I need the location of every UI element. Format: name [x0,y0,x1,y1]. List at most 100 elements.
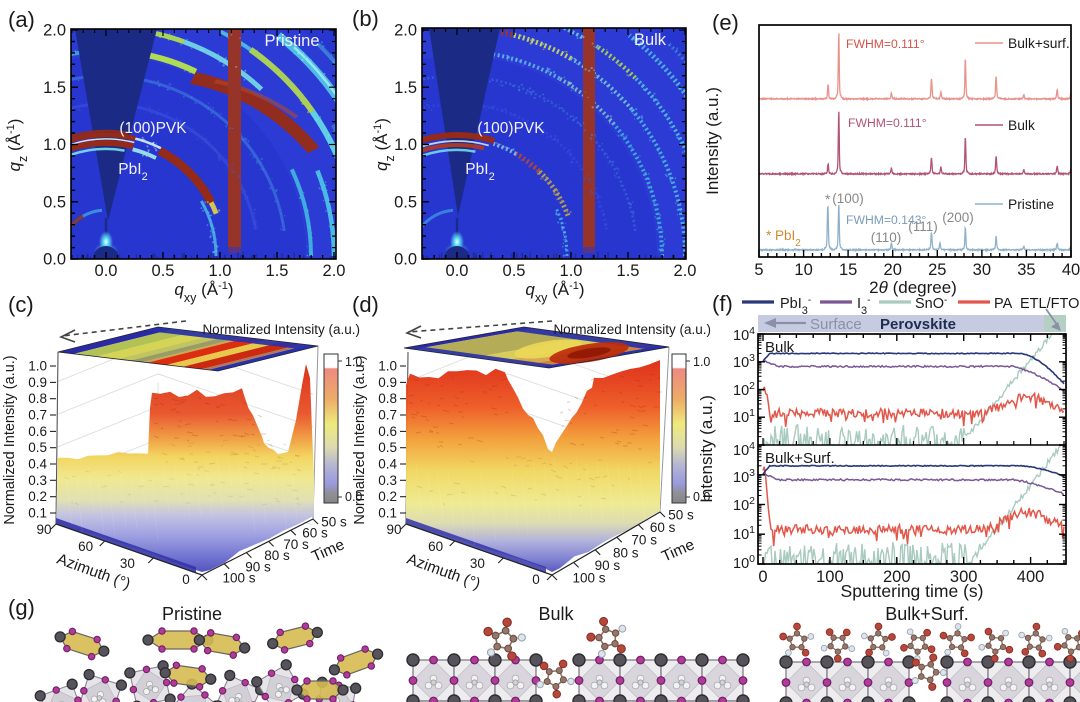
svg-text:Bulk: Bulk [634,31,667,49]
svg-text:1.5: 1.5 [394,79,417,97]
svg-text:5: 5 [754,261,763,279]
svg-text:Normalized Intensity (a.u.): Normalized Intensity (a.u.) [352,355,368,524]
svg-text:1.5: 1.5 [266,262,289,280]
svg-text:Pristine: Pristine [264,32,319,50]
svg-text:0.1: 0.1 [378,506,397,521]
svg-text:60: 60 [428,539,443,554]
svg-text:15: 15 [839,261,857,279]
svg-text:1.0: 1.0 [394,136,417,154]
svg-text:FWHM=0.111°: FWHM=0.111° [846,37,925,51]
svg-text:0.0: 0.0 [693,490,710,504]
svg-text:1.5: 1.5 [43,79,66,97]
svg-text:50 s: 50 s [321,515,347,530]
svg-text:2.0: 2.0 [323,262,346,280]
svg-text:40: 40 [1062,261,1080,279]
svg-text:0.5: 0.5 [152,262,175,280]
svg-text:0.9: 0.9 [28,375,47,390]
svg-text:90 s: 90 s [245,559,271,574]
svg-text:(c): (c) [8,292,34,317]
svg-text:1.0: 1.0 [560,262,583,280]
svg-text:0.5: 0.5 [378,440,397,455]
svg-text:70 s: 70 s [631,533,657,548]
svg-text:Pristine: Pristine [1008,197,1054,212]
svg-text:0: 0 [182,572,190,587]
svg-text:90: 90 [386,522,401,537]
svg-text:(f): (f) [712,291,733,316]
svg-text:70 s: 70 s [283,537,309,552]
svg-text:Bulk+Surf.: Bulk+Surf. [765,450,835,467]
svg-text:PbI2: PbI2 [118,161,147,183]
svg-text:Intensity (a.u.): Intensity (a.u.) [697,395,716,503]
svg-text:PA: PA [994,296,1013,312]
svg-text:Sputtering time (s): Sputtering time (s) [841,581,984,601]
svg-text:Perovskite: Perovskite [880,316,956,333]
svg-text:0: 0 [758,568,767,586]
svg-text:0.1: 0.1 [28,506,47,521]
svg-text:ETL/FTO: ETL/FTO [1020,296,1079,312]
svg-text:100 s: 100 s [222,571,255,586]
svg-text:2.0: 2.0 [43,22,66,40]
svg-text:(e): (e) [712,10,739,35]
svg-text:(100): (100) [832,191,864,206]
svg-text:2θ (degree): 2θ (degree) [869,278,957,297]
svg-text:200: 200 [883,568,911,586]
svg-text:Surface: Surface [810,316,862,333]
svg-text:35: 35 [1017,261,1035,279]
svg-text:0.9: 0.9 [378,375,397,390]
svg-text:1.0: 1.0 [43,136,66,154]
svg-text:60: 60 [78,539,93,554]
svg-text:0.7: 0.7 [378,408,397,423]
svg-text:80 s: 80 s [613,545,639,560]
svg-text:1.0: 1.0 [693,355,710,369]
svg-text:0.3: 0.3 [378,473,397,488]
svg-text:0.4: 0.4 [28,457,47,472]
svg-text:1.0: 1.0 [209,262,232,280]
svg-text:(b): (b) [352,6,379,31]
svg-text:PbI2: PbI2 [465,161,494,183]
svg-text:(110): (110) [871,230,902,245]
svg-text:Pristine: Pristine [162,604,222,624]
svg-text:50 s: 50 s [668,508,694,523]
svg-text:(200): (200) [942,210,974,225]
svg-text:0.5: 0.5 [503,262,526,280]
svg-text:0.6: 0.6 [378,424,397,439]
svg-text:Intensity (a.u.): Intensity (a.u.) [703,87,722,195]
svg-text:0.6: 0.6 [28,424,47,439]
svg-text:0.0: 0.0 [95,262,118,280]
svg-text:100: 100 [816,568,844,586]
svg-text:FWHM=0.111°: FWHM=0.111° [848,116,927,130]
svg-text:0.5: 0.5 [394,193,417,211]
svg-text:90 s: 90 s [595,558,621,573]
svg-text:0.2: 0.2 [28,489,47,504]
svg-text:Normalized Intensity (a.u.): Normalized Intensity (a.u.) [553,322,711,337]
svg-text:(d): (d) [352,292,379,317]
svg-text:30: 30 [470,556,485,571]
svg-text:Normalized Intensity (a.u.): Normalized Intensity (a.u.) [2,355,18,524]
svg-text:10: 10 [794,261,812,279]
svg-text:30: 30 [120,556,135,571]
svg-text:SnO-: SnO- [915,295,947,313]
svg-text:60 s: 60 s [650,520,676,535]
svg-text:0.7: 0.7 [28,408,47,423]
svg-text:0.3: 0.3 [28,473,47,488]
svg-text:Bulk: Bulk [538,604,574,624]
svg-text:(100)PVK: (100)PVK [119,120,187,137]
svg-text:Bulk: Bulk [765,339,795,356]
svg-text:0.0: 0.0 [43,251,66,269]
svg-text:0.0: 0.0 [345,490,362,504]
svg-text:(100)PVK: (100)PVK [477,120,545,137]
svg-text:100 s: 100 s [572,571,605,586]
svg-text:(a): (a) [8,7,35,32]
svg-text:1.5: 1.5 [617,262,640,280]
svg-text:(g): (g) [8,595,35,620]
svg-text:90: 90 [36,522,51,537]
svg-text:1.0: 1.0 [378,359,397,374]
svg-text:0.0: 0.0 [446,262,469,280]
svg-text:60 s: 60 s [302,526,328,541]
svg-text:Bulk+Surf.: Bulk+Surf. [885,604,969,624]
svg-text:FWHM=0.143°: FWHM=0.143° [846,213,927,227]
svg-text:0.8: 0.8 [378,391,397,406]
svg-text:2.0: 2.0 [394,22,417,40]
svg-text:20: 20 [884,261,902,279]
svg-text:0.8: 0.8 [28,391,47,406]
